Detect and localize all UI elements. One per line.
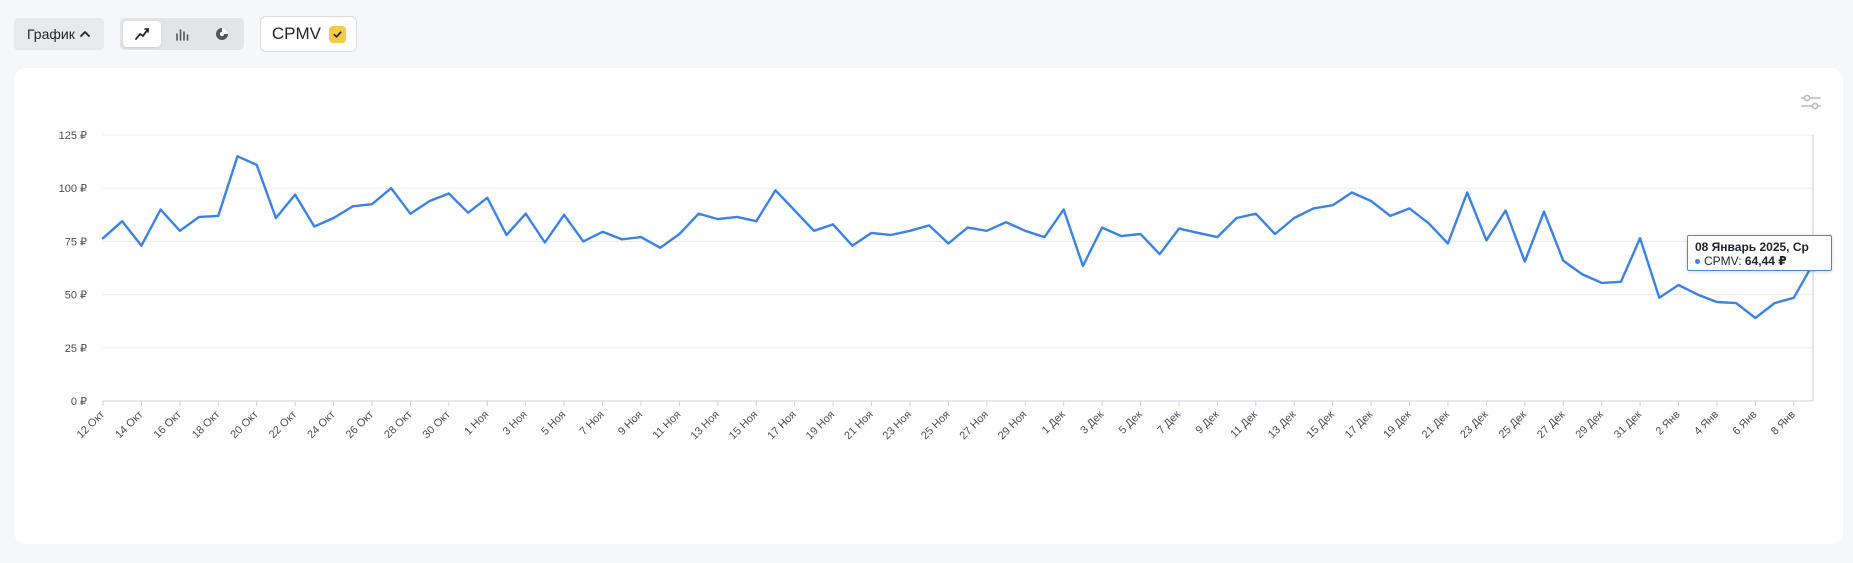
chart-card: 0 ₽ 25 ₽ 50 ₽ 75 ₽ 100 ₽ 125 ₽ 12 Окт 14 Окт 16 … <box>14 68 1843 544</box>
x-tick-label: 14 Окт <box>113 409 145 441</box>
x-tick-label: 1 Дек <box>1040 409 1068 437</box>
x-tick-label: 7 Дек <box>1155 409 1183 437</box>
x-tick-label: 8 Янв <box>1769 409 1798 438</box>
chart-tooltip: 08 Январь 2025, Ср CPMV: 64,44 ₽ <box>1687 235 1832 271</box>
tooltip-value: 64,44 ₽ <box>1744 254 1787 268</box>
y-tick-label: 25 ₽ <box>65 343 87 355</box>
toolbar: График CPMV <box>14 16 357 52</box>
line-chart-button[interactable] <box>122 21 161 47</box>
x-tick-label: 19 Дек <box>1381 409 1413 441</box>
line-chart-icon <box>134 28 149 40</box>
x-tick-label: 12 Окт <box>75 409 107 441</box>
x-tick-label: 25 Ноя <box>919 409 952 442</box>
x-tick-label: 4 Янв <box>1692 409 1721 438</box>
x-tick-label: 7 Ноя <box>578 409 607 438</box>
pie-chart-button[interactable] <box>203 21 241 47</box>
x-tick-label: 27 Ноя <box>957 409 990 442</box>
x-tick-label: 5 Ноя <box>539 409 568 438</box>
x-tick-label: 1 Ноя <box>462 409 491 438</box>
y-tick-label: 75 ₽ <box>65 236 87 248</box>
series-line-cpmv <box>101 155 1815 320</box>
x-tick-label: 11 Дек <box>1228 409 1260 441</box>
x-tick-label: 13 Ноя <box>688 409 721 442</box>
chevron-up-icon <box>79 31 90 37</box>
tooltip-series-name: CPMV <box>1704 254 1739 268</box>
checkbox-checked-icon <box>328 25 346 43</box>
x-tick-label: 17 Ноя <box>765 409 798 442</box>
x-tick-label: 30 Окт <box>421 409 453 441</box>
x-tick-label: 23 Ноя <box>881 409 914 442</box>
x-tick-label: 3 Дек <box>1078 409 1106 437</box>
x-tick-label: 24 Окт <box>305 409 337 441</box>
bar-chart-icon <box>176 29 189 41</box>
tooltip-row: CPMV: 64,44 ₽ <box>1695 254 1824 268</box>
x-tick-label: 21 Ноя <box>842 409 875 442</box>
x-tick-label: 9 Ноя <box>616 409 645 438</box>
y-tick-label: 125 ₽ <box>59 130 87 142</box>
view-mode-label: График <box>27 26 75 42</box>
x-tick-label: 6 Янв <box>1730 409 1759 438</box>
metric-chip-label: CPMV <box>271 24 321 43</box>
x-tick-label: 5 Дек <box>1117 409 1145 437</box>
x-tick-label: 20 Окт <box>228 409 260 441</box>
x-tick-label: 15 Дек <box>1304 409 1336 441</box>
x-tick-label: 29 Ноя <box>996 409 1029 442</box>
x-tick-label: 13 Дек <box>1266 409 1298 441</box>
x-tick-label: 19 Ноя <box>804 409 837 442</box>
metric-chip-cpmv[interactable]: CPMV <box>259 16 357 52</box>
tooltip-title: 08 Январь 2025, Ср <box>1695 240 1809 254</box>
x-tick-label: 31 Дек <box>1612 409 1644 441</box>
x-tick-label: 25 Дек <box>1497 409 1529 441</box>
y-tick-label: 100 ₽ <box>59 183 87 195</box>
x-tick-label: 17 Дек <box>1343 409 1375 441</box>
x-tick-label: 28 Окт <box>382 409 414 441</box>
chart-settings-button[interactable] <box>1799 90 1823 114</box>
x-tick-label: 9 Дек <box>1194 409 1222 437</box>
line-chart: 0 ₽ 25 ₽ 50 ₽ 75 ₽ 100 ₽ 125 ₽ 12 Окт 14 Окт 16 … <box>59 130 1821 442</box>
x-tick-label: 18 Окт <box>190 409 222 441</box>
x-tick-label: 27 Дек <box>1535 409 1567 441</box>
view-mode-button[interactable]: График <box>14 18 104 50</box>
series-dot-icon <box>1695 259 1700 265</box>
x-tick-label: 23 Дек <box>1458 409 1490 441</box>
bar-chart-button[interactable] <box>163 21 201 47</box>
x-tick-label: 2 Янв <box>1654 409 1683 438</box>
y-tick-label: 50 ₽ <box>65 290 87 302</box>
pie-chart-icon <box>215 28 228 40</box>
sliders-icon <box>1801 94 1821 110</box>
x-tick-label: 11 Ноя <box>651 409 684 442</box>
y-tick-label: 0 ₽ <box>71 396 87 408</box>
x-tick-label: 15 Ноя <box>727 409 760 442</box>
chart-type-switch <box>119 18 244 50</box>
x-tick-label: 29 Дек <box>1573 409 1605 441</box>
x-tick-label: 26 Окт <box>344 409 376 441</box>
x-tick-label: 21 Дек <box>1420 409 1452 441</box>
x-tick-label: 16 Окт <box>152 409 184 441</box>
x-tick-label: 3 Ноя <box>501 409 530 438</box>
x-tick-label: 22 Окт <box>267 409 299 441</box>
